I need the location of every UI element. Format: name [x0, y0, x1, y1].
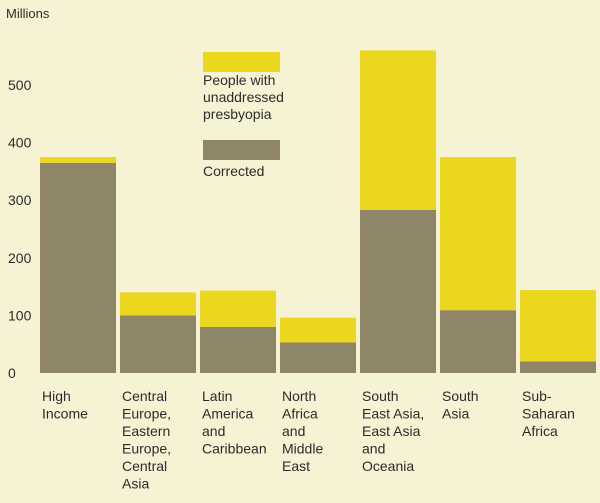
bar-segment-corrected	[200, 326, 276, 373]
x-category-label-line: Income	[42, 406, 88, 422]
bars	[40, 50, 596, 373]
x-category-label-line: Middle	[282, 441, 323, 457]
x-category-label-line: Africa	[282, 406, 318, 422]
bar-segment-corrected	[520, 361, 596, 373]
bar-segment-unaddressed	[200, 290, 276, 327]
x-category-label-line: America	[202, 406, 254, 422]
bar-segment-unaddressed	[440, 157, 516, 311]
x-axis: HighIncomeCentralEurope,EasternEurope,Ce…	[42, 388, 575, 492]
y-axis: 0 100 200 300 400 500	[8, 77, 32, 381]
x-category-label-line: Asia	[122, 476, 149, 492]
y-tick-label: 500	[8, 77, 32, 93]
legend-label-unaddressed: presbyopia	[203, 106, 272, 122]
y-axis-unit-label: Millions	[6, 6, 50, 21]
x-category-label-line: Central	[122, 458, 167, 474]
x-category-label-line: East Asia,	[362, 406, 424, 422]
x-category-label-line: Europe,	[122, 406, 171, 422]
x-category-label-line: Africa	[522, 423, 558, 439]
x-category-label-line: Sub-	[522, 388, 552, 404]
legend-swatch-corrected	[203, 140, 280, 160]
bar-segment-unaddressed	[280, 317, 356, 343]
x-category-label-line: Oceania	[362, 458, 414, 474]
y-tick-label: 400	[8, 135, 32, 151]
bar-segment-unaddressed	[520, 290, 596, 362]
x-category-label-line: North	[282, 388, 316, 404]
x-category-label: South Asia	[442, 388, 479, 422]
x-category-label-line: South	[362, 388, 399, 404]
y-tick-label: 100	[8, 307, 32, 323]
x-category-label-line: High	[42, 388, 71, 404]
x-category-label-line: and	[202, 423, 225, 439]
x-category-label-line: Saharan	[522, 406, 575, 422]
x-category-label-line: and	[282, 423, 305, 439]
x-category-label-line: East	[282, 458, 310, 474]
y-tick-label: 300	[8, 192, 32, 208]
x-category-label: High Income	[42, 388, 88, 422]
bar-segment-unaddressed	[120, 292, 196, 316]
bar-segment-corrected	[40, 162, 116, 373]
x-category-label-line: Asia	[442, 406, 469, 422]
bar-segment-corrected	[280, 342, 356, 373]
x-category-label-line: Central	[122, 388, 167, 404]
x-category-label-line: Latin	[202, 388, 232, 404]
bar-segment-unaddressed	[360, 50, 436, 211]
legend-label-corrected: Corrected	[203, 163, 264, 179]
x-category-label-line: and	[362, 441, 385, 457]
bar-segment-corrected	[360, 210, 436, 373]
x-category-label-line: East Asia	[362, 423, 421, 439]
y-tick-label: 200	[8, 250, 32, 266]
legend-label-unaddressed: unaddressed	[203, 89, 284, 105]
x-category-label-line: Caribbean	[202, 441, 267, 457]
bar-segment-corrected	[440, 310, 516, 373]
legend-label-unaddressed: People with	[203, 72, 275, 88]
legend-swatch-unaddressed	[203, 52, 280, 72]
x-category-label-line: South	[442, 388, 479, 404]
bar-segment-unaddressed	[40, 157, 116, 163]
x-category-label-line: Eastern	[122, 423, 170, 439]
y-tick-label: 0	[8, 365, 16, 381]
x-category-label-line: Europe,	[122, 441, 171, 457]
bar-segment-corrected	[120, 315, 196, 373]
